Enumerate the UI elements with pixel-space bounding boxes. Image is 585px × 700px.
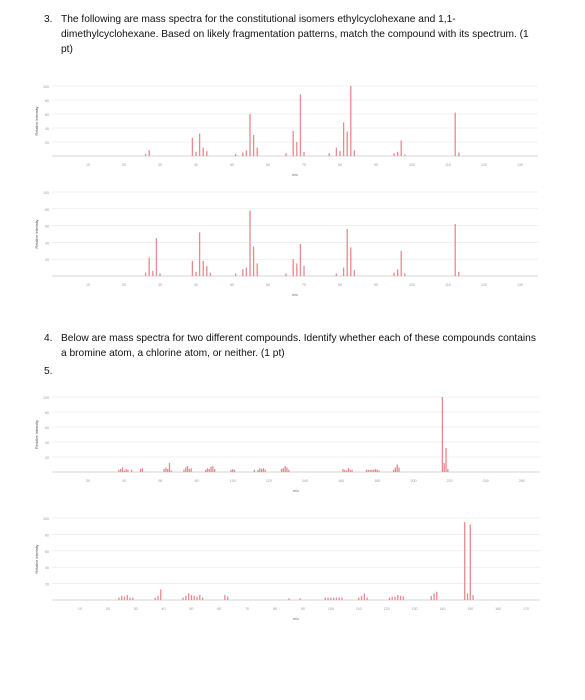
y-tick-label: 20	[45, 456, 49, 460]
x-axis-label: m/z	[292, 293, 298, 297]
x-tick-label: 110	[445, 283, 451, 287]
x-tick-label: 10	[78, 607, 82, 611]
question-3-number: 3.	[44, 14, 53, 25]
mass-spectrum-4: 20 40 60 80 100 10 20 30 40 50 60 70 80 90 100 110 120 13…	[35, 517, 540, 621]
x-tick-label: 10	[86, 283, 90, 287]
x-axis-label: m/z	[293, 617, 299, 621]
y-axis-label: Relative Intensity	[35, 544, 39, 573]
mass-spectrum-2: 20 40 60 80 100 10 20 30 40 50 60 70 80 90 100 110 120 13…	[35, 191, 538, 297]
question-4-number: 4.	[44, 333, 53, 344]
y-tick-label: 100	[43, 517, 49, 521]
question-5-number: 5.	[44, 366, 53, 377]
x-tick-label: 160	[338, 479, 344, 483]
x-tick-label: 60	[217, 607, 221, 611]
x-tick-label: 60	[266, 283, 270, 287]
y-tick-label: 60	[45, 225, 49, 229]
x-tick-label: 40	[122, 479, 126, 483]
x-tick-label: 120	[481, 283, 487, 287]
x-tick-label: 50	[189, 607, 193, 611]
y-tick-label: 40	[45, 127, 49, 131]
x-tick-label: 130	[517, 163, 523, 167]
x-tick-label: 40	[194, 283, 198, 287]
x-tick-label: 20	[106, 607, 110, 611]
y-tick-label: 100	[43, 191, 49, 195]
y-tick-label: 40	[45, 241, 49, 245]
y-tick-label: 20	[45, 258, 49, 262]
x-tick-label: 110	[445, 163, 451, 167]
x-tick-label: 90	[374, 283, 378, 287]
x-tick-label: 20	[122, 283, 126, 287]
x-tick-label: 60	[266, 163, 270, 167]
x-tick-label: 90	[301, 607, 305, 611]
x-tick-label: 120	[384, 607, 390, 611]
x-tick-label: 100	[409, 163, 415, 167]
x-tick-label: 50	[230, 283, 234, 287]
x-tick-label: 60	[158, 479, 162, 483]
x-tick-label: 20	[122, 163, 126, 167]
mass-spectrum-3: 20 40 60 80 100 20 40 60 80 100 120 140 160 180 200 220…	[35, 396, 540, 493]
x-tick-label: 100	[230, 479, 236, 483]
x-tick-label: 90	[374, 163, 378, 167]
x-tick-label: 30	[158, 283, 162, 287]
y-tick-label: 20	[45, 583, 49, 587]
y-axis-label: Relative Intensity	[35, 219, 39, 248]
y-tick-label: 100	[43, 396, 49, 400]
x-tick-label: 180	[374, 479, 380, 483]
x-tick-label: 40	[162, 607, 166, 611]
y-tick-label: 80	[45, 99, 49, 103]
x-axis-label: m/z	[293, 489, 299, 493]
x-tick-label: 100	[409, 283, 415, 287]
x-tick-label: 30	[134, 607, 138, 611]
y-tick-label: 20	[45, 141, 49, 145]
y-axis-label: Relative Intensity	[35, 420, 39, 449]
x-tick-label: 200	[410, 479, 416, 483]
x-tick-label: 150	[467, 607, 473, 611]
x-tick-label: 70	[245, 607, 249, 611]
x-tick-label: 130	[517, 283, 523, 287]
x-tick-label: 120	[481, 163, 487, 167]
x-tick-label: 160	[495, 607, 501, 611]
x-tick-label: 110	[356, 607, 362, 611]
x-tick-label: 80	[338, 163, 342, 167]
x-tick-label: 50	[230, 163, 234, 167]
x-tick-label: 100	[328, 607, 334, 611]
x-tick-label: 80	[195, 479, 199, 483]
y-tick-label: 60	[45, 113, 49, 117]
x-tick-label: 80	[273, 607, 277, 611]
mass-spectrum-1: 20 40 60 80 100 10 20 30 40 50 60 70 80 90 100 110 120 13…	[35, 85, 538, 177]
question-3-text: The following are mass spectra for the c…	[61, 14, 529, 55]
x-tick-label: 40	[194, 163, 198, 167]
y-tick-label: 60	[45, 426, 49, 430]
x-tick-label: 220	[447, 479, 453, 483]
x-axis-label: m/z	[292, 173, 298, 177]
question-4-text: Below are mass spectra for two different…	[61, 333, 536, 359]
x-tick-label: 140	[439, 607, 445, 611]
x-tick-label: 240	[483, 479, 489, 483]
x-tick-label: 120	[266, 479, 272, 483]
x-tick-label: 20	[86, 479, 90, 483]
x-tick-label: 70	[302, 283, 306, 287]
y-tick-label: 80	[45, 533, 49, 537]
x-tick-label: 140	[302, 479, 308, 483]
x-tick-label: 260	[519, 479, 525, 483]
x-tick-label: 170	[523, 607, 529, 611]
x-tick-label: 80	[338, 283, 342, 287]
x-tick-label: 130	[412, 607, 418, 611]
y-tick-label: 40	[45, 441, 49, 445]
y-tick-label: 100	[43, 85, 49, 89]
y-axis-label: Relative Intensity	[35, 106, 39, 135]
y-tick-label: 60	[45, 550, 49, 554]
y-tick-label: 80	[45, 208, 49, 212]
x-tick-label: 30	[158, 163, 162, 167]
x-tick-label: 70	[302, 163, 306, 167]
y-tick-label: 40	[45, 566, 49, 570]
x-tick-label: 10	[86, 163, 90, 167]
y-tick-label: 80	[45, 411, 49, 415]
